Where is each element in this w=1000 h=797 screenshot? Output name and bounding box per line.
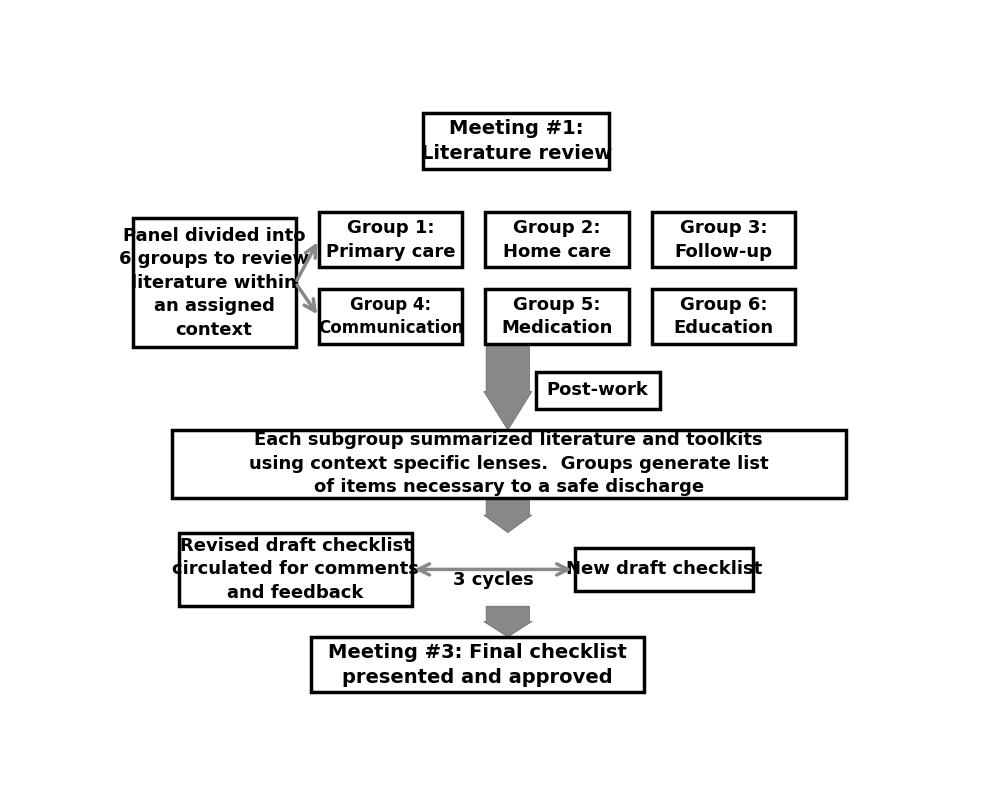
- Text: Meeting #1:
Literature review: Meeting #1: Literature review: [421, 119, 612, 163]
- FancyBboxPatch shape: [485, 289, 629, 344]
- Text: 3 cycles: 3 cycles: [453, 571, 534, 590]
- Polygon shape: [484, 607, 532, 637]
- Text: Revised draft checklist
circulated for comments
and feedback: Revised draft checklist circulated for c…: [172, 537, 419, 602]
- FancyBboxPatch shape: [536, 371, 660, 409]
- FancyBboxPatch shape: [652, 212, 795, 268]
- FancyBboxPatch shape: [652, 289, 795, 344]
- FancyBboxPatch shape: [179, 532, 412, 607]
- FancyBboxPatch shape: [319, 212, 462, 268]
- Polygon shape: [484, 344, 532, 430]
- Text: Group 4:
Communication: Group 4: Communication: [318, 296, 463, 337]
- FancyBboxPatch shape: [133, 218, 296, 347]
- Text: Group 1:
Primary care: Group 1: Primary care: [326, 219, 455, 261]
- Text: Panel divided into
6 groups to review
literature within
an assigned
context: Panel divided into 6 groups to review li…: [119, 226, 309, 339]
- Text: Group 2:
Home care: Group 2: Home care: [503, 219, 611, 261]
- FancyBboxPatch shape: [423, 113, 609, 169]
- FancyBboxPatch shape: [311, 637, 644, 692]
- Text: Post-work: Post-work: [547, 381, 649, 399]
- Polygon shape: [484, 497, 532, 532]
- FancyBboxPatch shape: [172, 430, 846, 497]
- Text: Each subgroup summarized literature and toolkits
using context specific lenses. : Each subgroup summarized literature and …: [249, 431, 768, 497]
- Text: Group 6:
Education: Group 6: Education: [674, 296, 774, 337]
- FancyBboxPatch shape: [485, 212, 629, 268]
- Text: New draft checklist: New draft checklist: [566, 560, 762, 579]
- FancyBboxPatch shape: [319, 289, 462, 344]
- Text: Group 3:
Follow-up: Group 3: Follow-up: [675, 219, 773, 261]
- FancyBboxPatch shape: [574, 548, 753, 591]
- Text: Meeting #3: Final checklist
presented and approved: Meeting #3: Final checklist presented an…: [328, 642, 627, 686]
- Text: Group 5:
Medication: Group 5: Medication: [501, 296, 613, 337]
